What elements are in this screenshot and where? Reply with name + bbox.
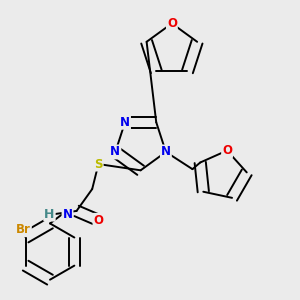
Text: S: S [94, 158, 103, 171]
Text: N: N [62, 208, 73, 220]
Text: N: N [110, 146, 120, 158]
Text: N: N [120, 116, 130, 129]
Text: O: O [167, 17, 177, 30]
Text: N: N [161, 146, 171, 158]
Text: H: H [44, 208, 55, 220]
Text: O: O [222, 144, 232, 157]
Text: Br: Br [16, 223, 31, 236]
Text: O: O [93, 214, 103, 227]
